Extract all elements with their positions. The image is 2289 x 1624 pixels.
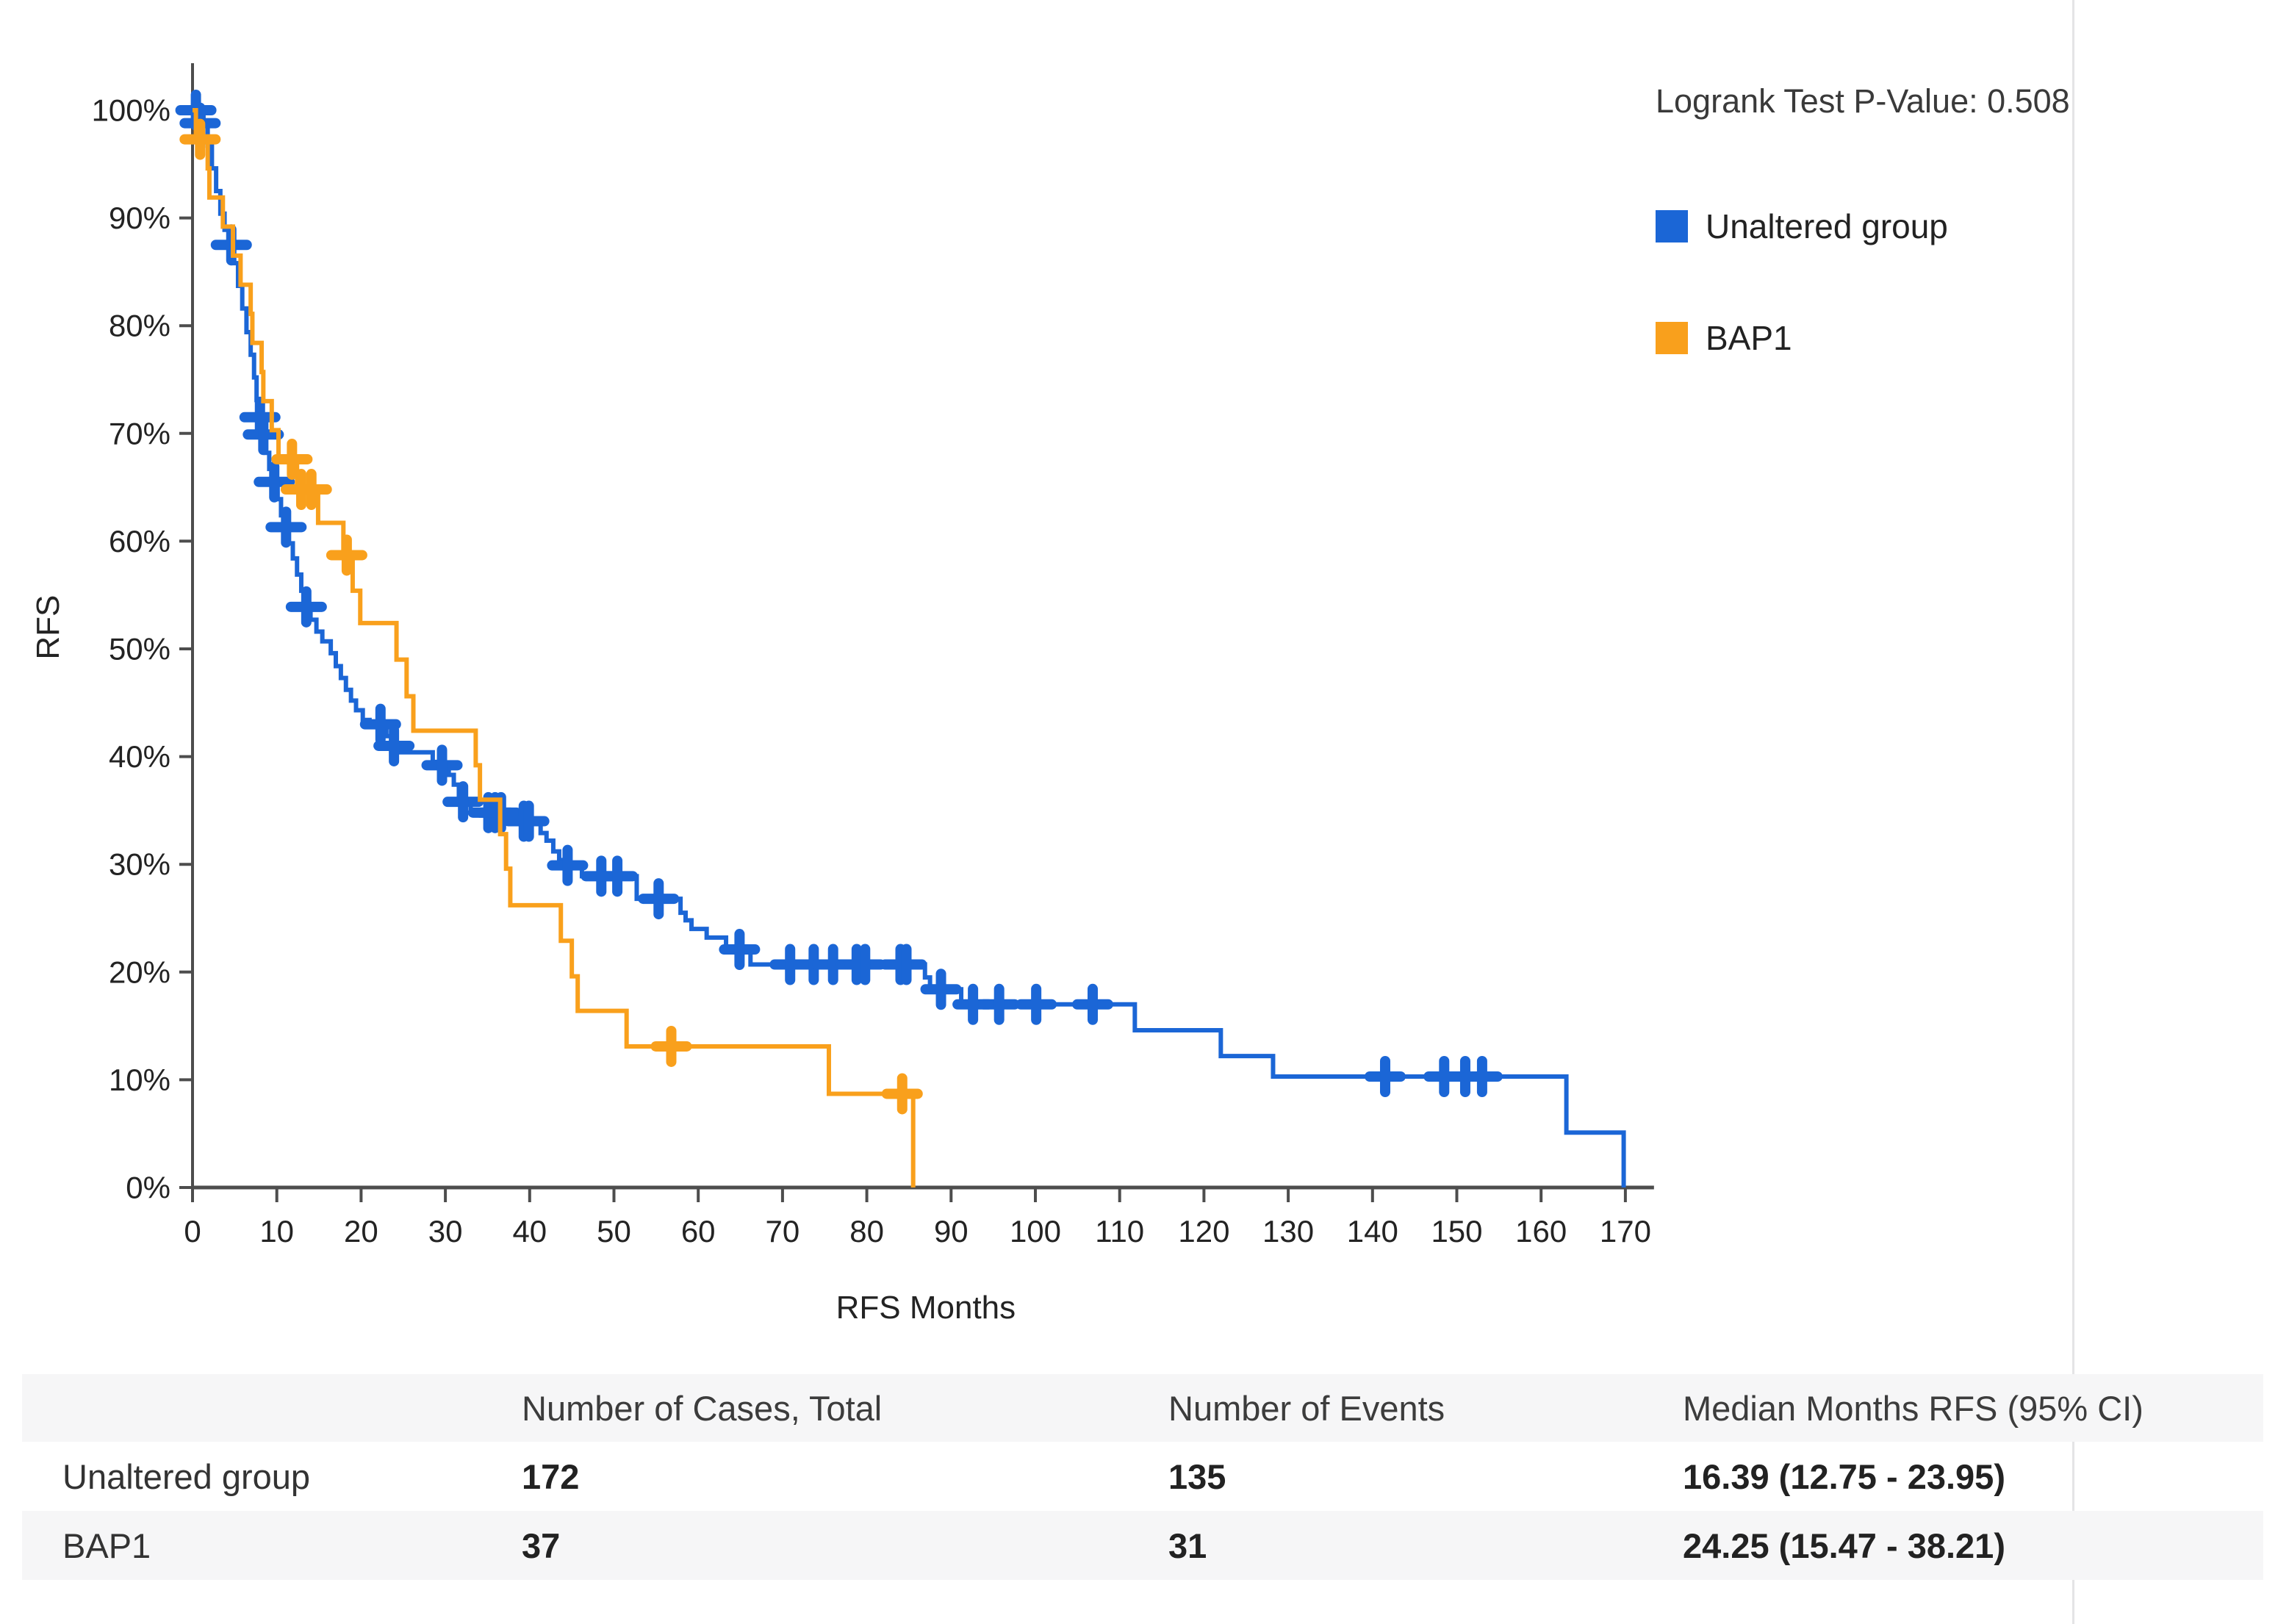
logrank-pvalue-label: Logrank Test P-Value: 0.508 (1656, 82, 2070, 120)
x-tick-label: 30 (428, 1214, 463, 1248)
y-tick-label: 90% (109, 201, 170, 235)
y-tick-label: 40% (109, 739, 170, 774)
censor-marks-bap1 (179, 118, 923, 1115)
row-cases: 37 (522, 1526, 561, 1565)
bap1-swatch-icon (1656, 322, 1688, 354)
x-tick-label: 60 (681, 1214, 716, 1248)
header-events: Number of Events (1168, 1388, 1445, 1428)
y-tick-label: 60% (109, 524, 170, 558)
x-tick-label: 110 (1095, 1214, 1144, 1248)
y-tick-label: 0% (126, 1171, 170, 1205)
x-tick-label: 100 (1010, 1214, 1061, 1248)
unaltered-swatch-icon (1656, 210, 1688, 242)
km-curve-unaltered-group (193, 108, 1626, 1188)
row-events: 31 (1168, 1526, 1207, 1565)
legend: Logrank Test P-Value: 0.508 Unaltered gr… (1656, 82, 2070, 357)
x-tick-label: 160 (1515, 1214, 1567, 1248)
legend-label-unaltered: Unaltered group (1706, 207, 1948, 245)
km-curve-bap1 (193, 108, 916, 1188)
row-label: Unaltered group (62, 1456, 311, 1496)
y-tick-label: 30% (109, 847, 170, 882)
y-tick-label: 20% (109, 955, 170, 989)
x-axis-title: RFS Months (836, 1290, 1016, 1326)
x-tick-label: 80 (849, 1214, 884, 1248)
y-tick-label: 100% (92, 93, 170, 128)
x-tick-label: 20 (344, 1214, 378, 1248)
panel-divider-line (2072, 0, 2074, 1624)
table-row: BAP1 37 31 24.25 (15.47 - 38.21) (22, 1511, 2263, 1580)
y-tick-label: 80% (109, 309, 170, 343)
y-tick-label: 50% (109, 632, 170, 667)
survival-summary-table: Number of Cases, Total Number of Events … (22, 1374, 2263, 1580)
x-tick-label: 50 (597, 1214, 631, 1248)
row-label: BAP1 (62, 1526, 151, 1565)
header-median: Median Months RFS (95% CI) (1683, 1388, 2144, 1428)
y-axis-title: RFS (30, 595, 66, 660)
x-tick-label: 90 (934, 1214, 969, 1248)
row-cases: 172 (522, 1456, 580, 1496)
x-tick-label: 170 (1600, 1214, 1651, 1248)
x-tick-label: 140 (1347, 1214, 1398, 1248)
header-cases: Number of Cases, Total (522, 1388, 883, 1428)
table-header-row: Number of Cases, Total Number of Events … (22, 1374, 2263, 1442)
x-tick-label: 70 (766, 1214, 800, 1248)
row-events: 135 (1168, 1456, 1226, 1496)
row-median: 16.39 (12.75 - 23.95) (1683, 1456, 2005, 1496)
legend-item-bap1: BAP1 (1656, 319, 2070, 357)
legend-item-unaltered: Unaltered group (1656, 207, 2070, 245)
row-median: 24.25 (15.47 - 38.21) (1683, 1526, 2005, 1565)
x-tick-label: 40 (512, 1214, 547, 1248)
table-row: Unaltered group 172 135 16.39 (12.75 - 2… (22, 1442, 2263, 1511)
legend-label-bap1: BAP1 (1706, 319, 1792, 357)
x-tick-label: 120 (1178, 1214, 1229, 1248)
x-tick-label: 150 (1431, 1214, 1482, 1248)
y-tick-label: 70% (109, 416, 170, 450)
x-tick-label: 10 (259, 1214, 294, 1248)
y-tick-label: 10% (109, 1063, 170, 1097)
x-tick-label: 130 (1262, 1214, 1314, 1248)
censor-marks-unaltered-group (175, 90, 1503, 1098)
x-tick-label: 0 (184, 1214, 201, 1248)
